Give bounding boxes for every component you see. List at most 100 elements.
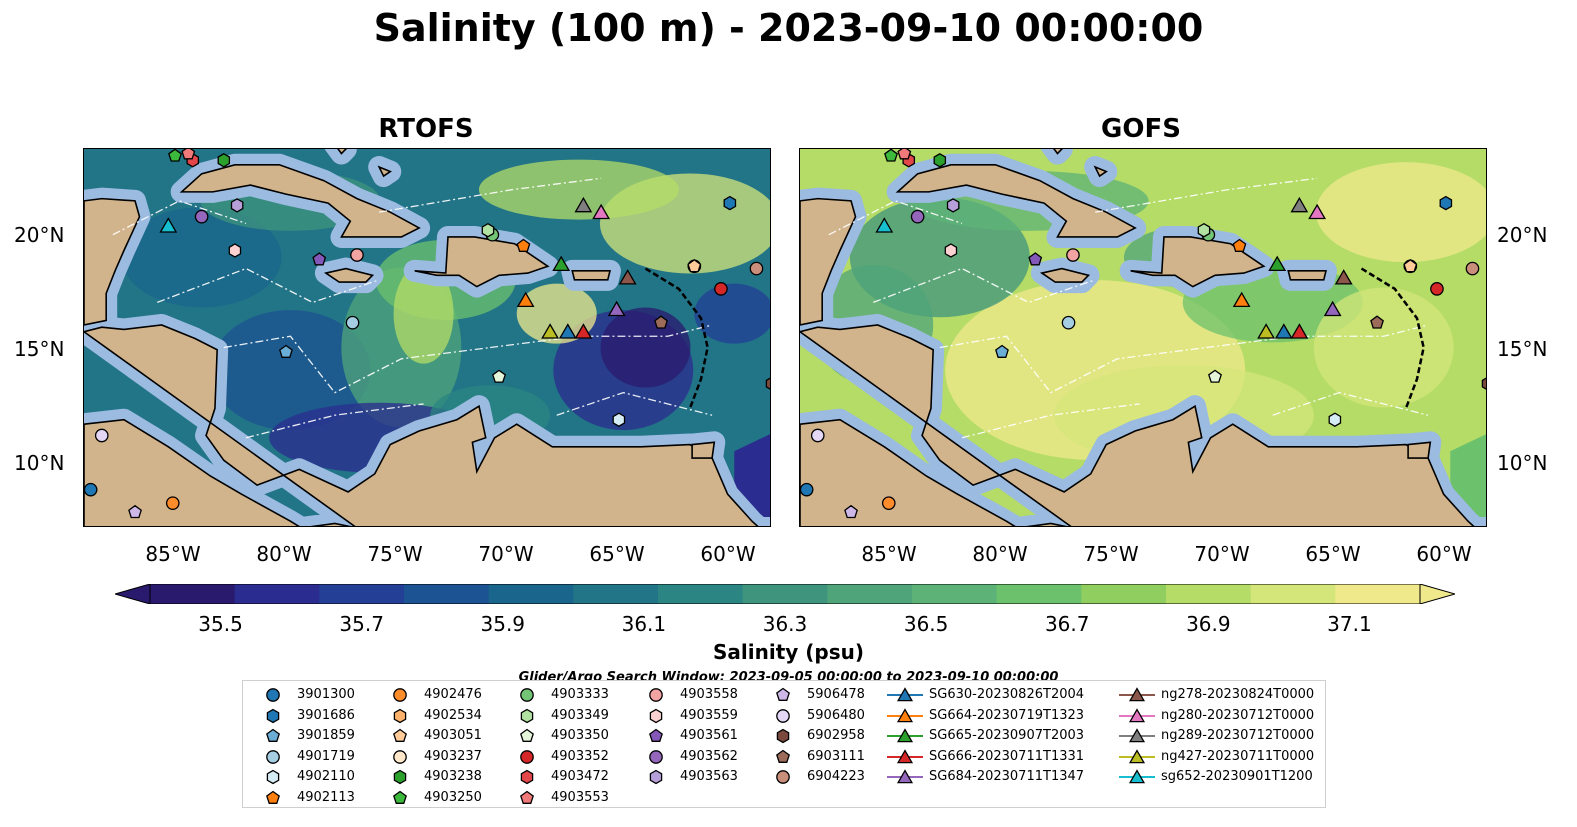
legend-label: 4903559	[680, 707, 738, 723]
legend-symbol	[896, 769, 914, 784]
colorbar-tick-label: 37.1	[1327, 612, 1372, 636]
legend-symbol	[520, 708, 534, 723]
obs-marker-6902958	[765, 377, 770, 390]
legend-symbol	[896, 687, 914, 702]
legend-label: 4901719	[297, 748, 355, 764]
obs-marker-4903350	[1208, 369, 1222, 383]
figure-title: Salinity (100 m) - 2023-09-10 00:00:00	[373, 6, 1204, 50]
legend-label: 4903349	[551, 707, 609, 723]
salinity-patch	[1313, 287, 1454, 408]
obs-marker-5906478	[128, 504, 142, 519]
colorbar-segment	[404, 584, 490, 604]
obs-marker-4902110	[612, 412, 626, 427]
salinity-patch	[694, 283, 770, 344]
obs-marker-4903250	[168, 149, 182, 162]
legend-marker	[649, 770, 663, 785]
legend-symbol	[776, 728, 790, 744]
gofs-map-canvas	[800, 149, 1486, 526]
legend-symbol	[776, 708, 790, 723]
obs-marker-ng289-20230712T0000	[574, 196, 593, 213]
lat-label-15n-left: 15°N	[14, 337, 65, 361]
island	[1093, 165, 1108, 178]
island	[800, 197, 857, 326]
obs-marker-3901300	[800, 482, 814, 497]
legend-marker	[266, 790, 280, 804]
obs-marker-4903350	[492, 369, 506, 383]
legend-symbol	[266, 708, 280, 723]
salinity-patch	[478, 159, 679, 220]
obs-marker-SG630-20230826T2004	[1274, 323, 1293, 339]
obs-marker-4903563	[946, 198, 960, 213]
colorbar-segment	[1250, 584, 1336, 604]
legend-label: 4903562	[680, 748, 738, 764]
legend-label: 4903561	[680, 728, 738, 744]
obs-marker-4903250	[884, 149, 898, 162]
colorbar-segment	[1081, 584, 1167, 604]
legend-marker	[520, 790, 534, 804]
obs-marker-SG630-20230826T2004	[558, 323, 577, 339]
colorbar-tick-label: 36.5	[903, 612, 949, 636]
island	[1053, 149, 1064, 155]
gofs-map[interactable]	[799, 148, 1487, 527]
obs-marker-3901686	[1439, 195, 1453, 211]
colorbar-tick-label: 35.9	[480, 612, 526, 636]
lon-label-75w-left: 75°W	[367, 542, 423, 566]
antilles-arc	[1360, 267, 1425, 409]
salinity-patch	[210, 310, 371, 431]
legend-label: 3901300	[297, 687, 355, 702]
eez-boundary	[245, 403, 424, 439]
legend-marker	[649, 728, 663, 743]
lon-label-65w-right: 65°W	[1305, 542, 1361, 566]
legend-label: ng280-20230712T0000	[1161, 707, 1315, 723]
legend: 3901300 3901686 3901859 4901719 4902110 49021…	[242, 680, 1326, 808]
rtofs-panel-title: RTOFS	[378, 114, 474, 144]
salinity-colorbar	[115, 584, 1455, 604]
colorbar-tick-label: 36.7	[1044, 612, 1090, 636]
legend-label: 5906478	[807, 687, 865, 702]
legend-marker	[887, 728, 923, 743]
obs-marker-5906478	[844, 504, 858, 519]
obs-marker-4903238	[933, 153, 947, 168]
legend-marker	[266, 728, 280, 743]
obs-marker-4903349	[1197, 222, 1211, 238]
legend-marker	[393, 790, 407, 804]
colorbar-segment	[827, 584, 913, 604]
legend-marker	[1119, 707, 1155, 722]
obs-marker-4903563	[230, 198, 244, 213]
eez-boundary	[157, 267, 380, 304]
colorbar-segment	[912, 584, 998, 604]
legend-marker	[520, 728, 534, 743]
legend-symbol	[393, 749, 407, 764]
eez-boundary	[379, 177, 602, 213]
colorbar-extend-high	[1419, 584, 1455, 604]
legend-symbol	[776, 687, 790, 701]
obs-marker-4903562	[194, 209, 209, 224]
obs-marker-SG684-20230711T1347	[1323, 300, 1342, 317]
mainland	[800, 324, 1475, 526]
legend-symbol	[393, 688, 407, 702]
colorbar-frame	[149, 584, 1421, 604]
obs-marker-3901859	[995, 344, 1009, 358]
obs-marker-6904223	[749, 261, 764, 276]
island	[1407, 441, 1432, 459]
rtofs-map[interactable]	[83, 148, 771, 527]
legend-marker	[887, 707, 923, 722]
island	[1130, 236, 1266, 288]
obs-marker-ng278-20230824T0000	[618, 269, 637, 285]
obs-marker-4902113	[1232, 238, 1247, 252]
lon-label-80w-left: 80°W	[256, 542, 312, 566]
lat-label-15n-right: 15°N	[1497, 337, 1548, 361]
legend-label: 4903350	[551, 728, 609, 744]
legend-label: SG665-20230907T2003	[929, 728, 1085, 744]
obs-marker-4903561	[312, 252, 327, 266]
legend-marker	[1119, 749, 1155, 764]
legend-marker	[266, 688, 280, 702]
colorbar-tick-label: 36.1	[621, 612, 667, 636]
obs-marker-ng278-20230824T0000	[1334, 269, 1353, 285]
legend-symbol	[649, 728, 663, 743]
lon-label-80w-right: 80°W	[972, 542, 1028, 566]
obs-marker-6904223	[1465, 261, 1480, 276]
legend-symbol	[896, 707, 914, 722]
lon-label-75w-right: 75°W	[1083, 542, 1139, 566]
lon-label-60w-right: 60°W	[1416, 542, 1472, 566]
